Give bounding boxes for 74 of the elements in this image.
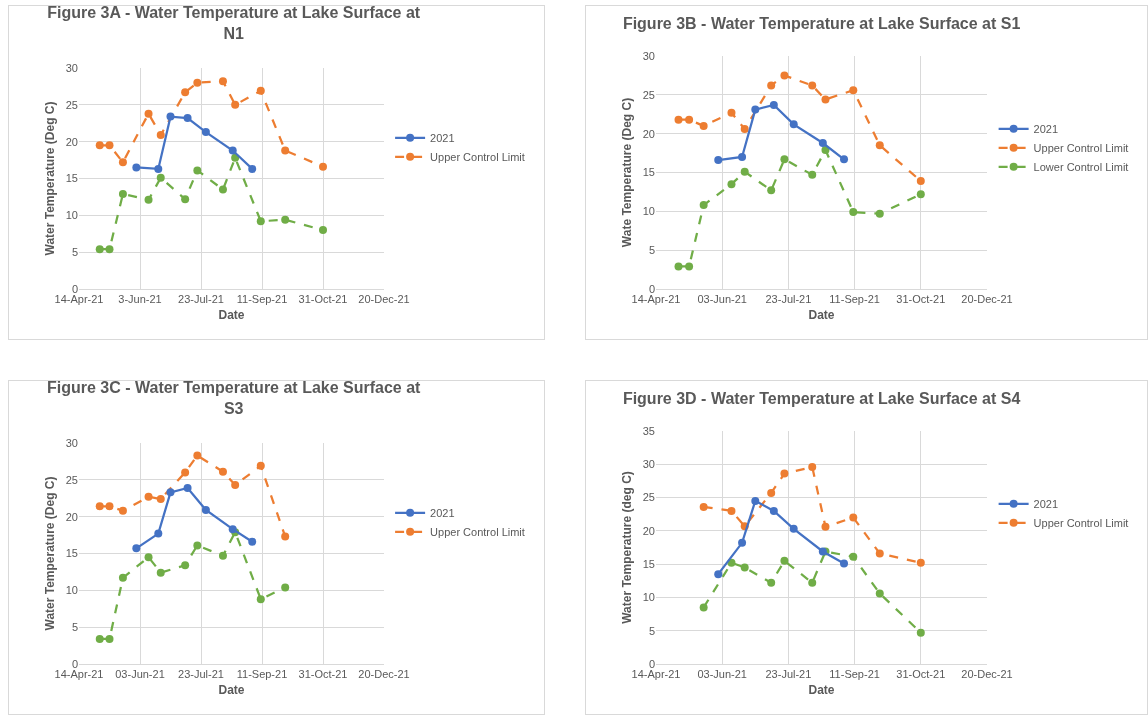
legend-label: Lower Control Limit: [1033, 161, 1129, 174]
y-tick-label: 10: [642, 591, 655, 604]
x-axis-title: Date: [808, 308, 835, 323]
x-tick-label: 20-Dec-21: [358, 668, 410, 681]
x-tick-label: 03-Jun-21: [115, 668, 165, 681]
y-tick-label: 15: [65, 547, 78, 560]
legend-label: Upper Control Limit: [1033, 142, 1129, 155]
x-tick-label: 03-Jun-21: [697, 293, 747, 306]
legend-label: Upper Control Limit: [430, 151, 525, 164]
x-tick-label: 20-Dec-21: [961, 293, 1013, 306]
x-tick-label: 11-Sep-21: [236, 668, 288, 681]
x-axis-title: Date: [218, 308, 245, 323]
x-tick-label: 14-Apr-21: [631, 293, 681, 306]
y-tick-label: 10: [65, 209, 78, 222]
y-tick-label: 15: [65, 172, 78, 185]
chart-title: Figure 3B - Water Temperature at Lake Surface at S1: [622, 15, 1021, 33]
y-tick-label: 30: [65, 436, 78, 449]
y-tick-label: 0: [648, 657, 655, 670]
y-tick-label: 5: [648, 624, 655, 637]
y-tick-label: 5: [648, 244, 655, 257]
legend-label: 2021: [430, 507, 455, 520]
x-tick-label: 3-Jun-21: [118, 293, 162, 306]
x-tick-label: 23-Jul-21: [178, 668, 224, 681]
y-tick-label: 15: [642, 166, 655, 179]
legend-label: Upper Control Limit: [430, 526, 525, 539]
legend-label: 2021: [1033, 123, 1059, 136]
y-tick-label: 20: [65, 510, 78, 523]
y-tick-label: 25: [642, 88, 655, 101]
y-tick-label: 0: [648, 282, 655, 295]
chart-title: Figure 3D - Water Temperature at Lake Surface at S4: [622, 390, 1021, 408]
x-tick-label: 11-Sep-21: [829, 668, 880, 681]
y-tick-label: 30: [642, 49, 655, 62]
y-tick-label: 20: [65, 135, 78, 148]
x-tick-label: 31-Oct-21: [298, 668, 348, 681]
x-tick-label: 31-Oct-21: [896, 668, 946, 681]
y-axis-title: Water Temperature (Deg C): [43, 476, 58, 631]
y-tick-label: 5: [71, 621, 78, 634]
x-tick-label: 23-Jul-21: [765, 293, 812, 306]
y-tick-label: 20: [642, 127, 655, 140]
x-tick-label: 20-Dec-21: [358, 293, 410, 306]
y-tick-label: 15: [642, 557, 655, 570]
x-tick-label: 14-Apr-21: [54, 293, 104, 306]
x-tick-label: 14-Apr-21: [54, 668, 104, 681]
y-tick-label: 30: [65, 61, 78, 74]
y-tick-label: 0: [71, 282, 78, 295]
x-tick-label: 20-Dec-21: [961, 668, 1013, 681]
y-tick-label: 25: [65, 473, 78, 486]
x-tick-label: 23-Jul-21: [178, 293, 224, 306]
x-tick-label: 31-Oct-21: [896, 293, 946, 306]
x-tick-label: 23-Jul-21: [765, 668, 812, 681]
y-tick-label: 5: [71, 246, 78, 259]
y-tick-label: 20: [642, 524, 655, 537]
y-axis-title: Water Temperature (Deg C): [43, 101, 58, 256]
y-tick-label: 30: [642, 458, 655, 471]
x-axis-title: Date: [808, 683, 835, 698]
legend-label: Upper Control Limit: [1033, 517, 1129, 530]
legend-label: 2021: [430, 132, 455, 145]
y-axis-title: Wate Temperature (Deg C): [620, 97, 635, 248]
chart-title: Figure 3A - Water Temperature at Lake Surface at N1: [47, 4, 421, 42]
y-tick-label: 35: [642, 424, 655, 437]
x-tick-label: 31-Oct-21: [298, 293, 348, 306]
y-axis-title: Water Temperature (deg C): [620, 471, 635, 624]
y-tick-label: 25: [642, 491, 655, 504]
y-tick-label: 10: [642, 205, 655, 218]
x-tick-label: 11-Sep-21: [829, 293, 880, 306]
legend-label: 2021: [1033, 498, 1059, 511]
y-tick-label: 0: [71, 657, 78, 670]
chart-title: Figure 3C - Water Temperature at Lake Surface at S3: [46, 379, 422, 417]
y-tick-label: 10: [65, 584, 78, 597]
x-tick-label: 03-Jun-21: [697, 668, 747, 681]
x-tick-label: 14-Apr-21: [631, 668, 681, 681]
y-tick-label: 25: [65, 98, 78, 111]
x-axis-title: Date: [218, 683, 245, 698]
x-tick-label: 11-Sep-21: [236, 293, 288, 306]
